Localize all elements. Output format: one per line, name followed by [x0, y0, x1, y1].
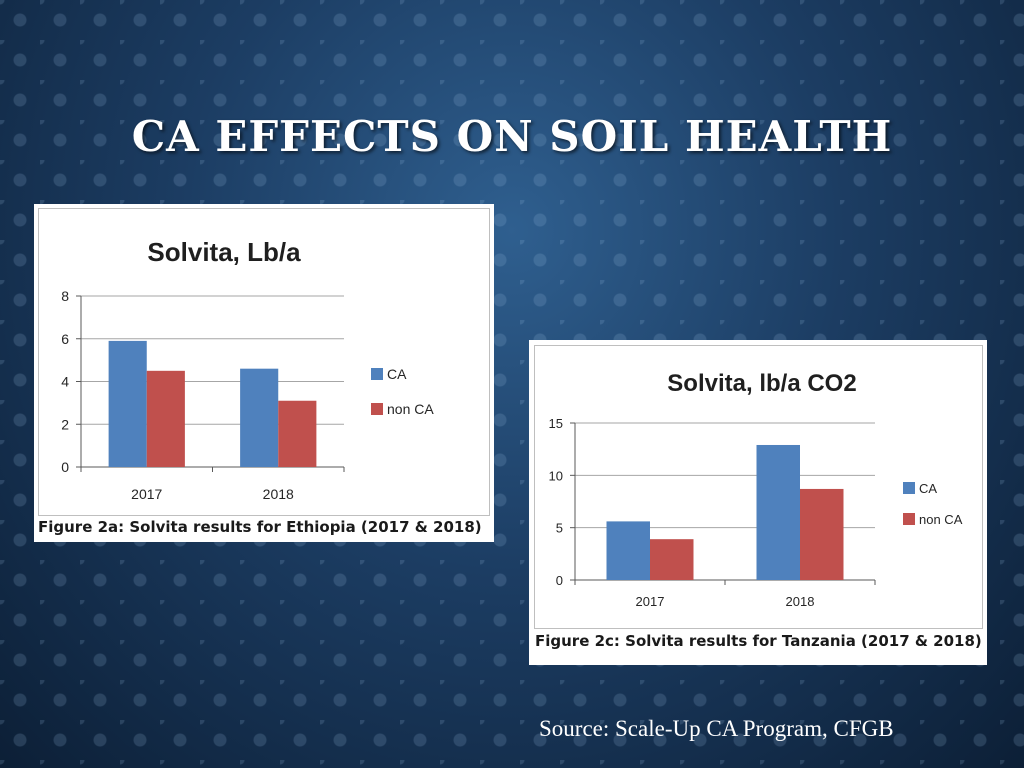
bar-ca-2018 [756, 444, 800, 580]
figure-caption: Figure 2a: Solvita results for Ethiopia … [38, 518, 482, 536]
chart-tanzania: Solvita, lb/a CO2 0 5 10 15 2017 2018 CA non CA [549, 370, 963, 609]
legend-swatch-ca [903, 482, 915, 494]
y-tick-label: 6 [61, 331, 69, 347]
legend-label: non CA [919, 512, 963, 527]
y-tick-label: 0 [556, 573, 563, 588]
chart-frame: Solvita, Lb/a 0 2 4 6 8 2017 2018 CA non CA [38, 208, 490, 516]
y-tick-label: 10 [549, 468, 563, 483]
x-category-label: 2018 [786, 594, 815, 609]
legend-label: non CA [387, 401, 434, 417]
bar-non-ca-2018 [278, 400, 317, 467]
chart-panel-ethiopia: Solvita, Lb/a 0 2 4 6 8 2017 2018 CA non CA Figur… [34, 204, 494, 542]
y-tick-label: 15 [549, 416, 563, 431]
legend-label: CA [387, 366, 407, 382]
bar-non-ca-2017 [650, 539, 694, 580]
y-tick-label: 5 [556, 521, 563, 536]
y-tick-label: 8 [61, 288, 69, 304]
chart-frame: Solvita, lb/a CO2 0 5 10 15 2017 2018 CA non CA [534, 345, 983, 629]
x-category-label: 2017 [636, 594, 665, 609]
chart-panel-tanzania: Solvita, lb/a CO2 0 5 10 15 2017 2018 CA non CA … [529, 340, 987, 665]
slide-title: CA EFFECTS ON SOIL HEALTH [131, 112, 893, 161]
chart-ethiopia: Solvita, Lb/a 0 2 4 6 8 2017 2018 CA non CA [61, 237, 434, 502]
y-tick-label: 0 [61, 459, 69, 475]
bar-ca-2017 [108, 340, 147, 467]
bar-ca-2017 [606, 521, 650, 580]
legend-swatch-ca [371, 368, 383, 380]
legend-swatch-non-ca [371, 403, 383, 415]
bar-non-ca-2018 [800, 488, 844, 580]
x-category-label: 2017 [131, 486, 162, 502]
legend-swatch-non-ca [903, 513, 915, 525]
y-tick-label: 2 [61, 416, 69, 432]
x-category-label: 2018 [263, 486, 294, 502]
chart-title: Solvita, lb/a CO2 [667, 370, 856, 397]
chart-title: Solvita, Lb/a [147, 237, 301, 267]
legend-label: CA [919, 481, 937, 496]
y-tick-label: 4 [61, 374, 69, 390]
bar-non-ca-2017 [146, 370, 185, 467]
bar-ca-2018 [240, 368, 279, 467]
figure-caption: Figure 2c: Solvita results for Tanzania … [535, 632, 982, 650]
source-note: Source: Scale-Up CA Program, CFGB [539, 716, 894, 741]
